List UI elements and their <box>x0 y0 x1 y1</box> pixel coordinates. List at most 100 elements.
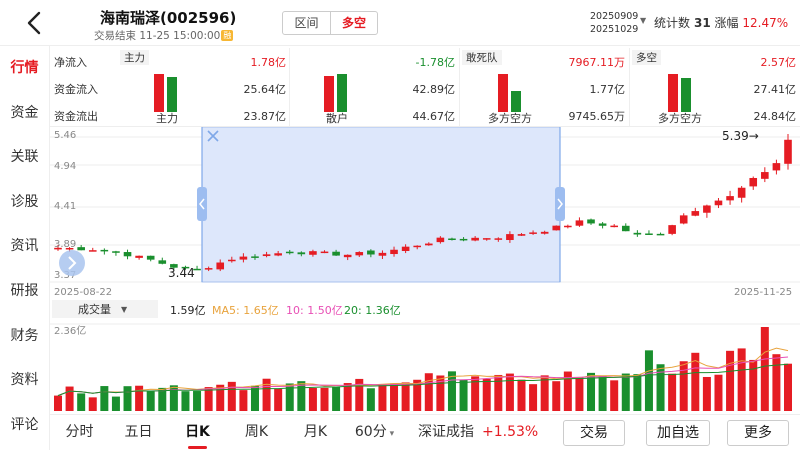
add-watchlist-button[interactable]: 加自选 <box>646 420 710 446</box>
volume-value: 1.59亿 <box>170 304 206 317</box>
volume-bar <box>644 350 653 411</box>
stat-change-label: 涨幅 <box>714 16 739 30</box>
tab-daily-k[interactable]: 日K <box>168 415 227 450</box>
ma10-label: 10: 1.50亿 <box>286 304 343 317</box>
volume-bar <box>274 388 283 411</box>
tab-five-day[interactable]: 五日 <box>124 424 153 440</box>
candle-body <box>564 225 572 228</box>
candle <box>482 238 491 241</box>
ma10-value: 1.50亿 <box>307 304 343 317</box>
kline-chart[interactable]: 5.46 4.94 4.41 3.89 3.37 3.44 5.39→ 2025… <box>50 126 800 414</box>
candle-body <box>100 249 109 252</box>
more-button[interactable]: 更多 <box>727 420 789 446</box>
nav-research[interactable]: 研报 <box>10 282 39 299</box>
candle-body <box>436 237 445 243</box>
volume-label: 成交量 <box>78 302 111 316</box>
volume-bar <box>726 350 735 411</box>
volume-bar <box>320 387 329 411</box>
dare-in-value: 1.77亿 <box>589 83 626 96</box>
nav-quote[interactable]: 行情 <box>10 60 39 76</box>
nav-diagnosis[interactable]: 诊股 <box>10 193 39 210</box>
candle <box>54 244 62 251</box>
volume-bar <box>621 373 630 411</box>
volume-bar <box>529 384 538 411</box>
selection-band[interactable] <box>201 126 561 283</box>
candle-body <box>598 223 607 226</box>
candle-body <box>320 251 329 254</box>
nav-news[interactable]: 资讯 <box>10 238 39 255</box>
candle <box>401 244 410 254</box>
volume-bar <box>88 397 97 411</box>
volume-bar <box>575 377 584 411</box>
ma10-name: 10 <box>286 304 300 317</box>
candle-body <box>309 251 317 255</box>
main-out-value: 23.87亿 <box>243 110 287 123</box>
flow-panel-longshort[interactable]: 多空 多方空方 2.57亿 27.41亿 24.84亿 <box>630 48 800 127</box>
volume-caret-icon: ▼ <box>121 305 128 314</box>
candle-body <box>552 225 561 231</box>
candle-body <box>772 163 781 171</box>
kline-chart-area[interactable]: 5.46 4.94 4.41 3.89 3.37 3.44 5.39→ 2025… <box>50 126 800 447</box>
candle <box>552 225 561 231</box>
volume-bar <box>169 385 178 411</box>
volume-bar <box>587 372 596 411</box>
candle-body <box>216 262 225 270</box>
back-arrow-icon[interactable] <box>22 10 48 36</box>
seg-interval[interactable]: 区间 <box>294 16 319 30</box>
volume-bar <box>749 359 758 411</box>
tab-intraday[interactable]: 分时 <box>65 424 94 440</box>
flow-panel-dare[interactable]: 敢死队 多方空方 7967.11万 1.77亿 9745.65万 <box>460 48 630 127</box>
candle <box>494 237 503 242</box>
nav-finance[interactable]: 财务 <box>10 327 39 344</box>
selection-left-handle[interactable] <box>197 187 207 221</box>
close-selection-icon[interactable] <box>207 130 219 142</box>
candle <box>436 236 445 244</box>
ma5-value: 1.65亿 <box>243 304 279 317</box>
dare-outflow-bar <box>511 91 521 112</box>
volume-bar <box>668 373 677 411</box>
scroll-left-button[interactable] <box>59 250 85 276</box>
volume-bar <box>517 379 526 411</box>
date-range[interactable]: 20250909 20251029 <box>590 10 638 36</box>
trade-status: 交易结束 11-25 15:00:00 融 <box>94 28 234 43</box>
price-tick-3: 4.41 <box>54 201 76 212</box>
flow-panel-retail[interactable]: 散户 -1.78亿 42.89亿 44.67亿 <box>290 48 460 127</box>
index-name: 深证成指 <box>418 424 474 440</box>
tab-monthly-k[interactable]: 月K <box>303 424 328 440</box>
tab-60min[interactable]: 60分 ▾ <box>345 415 404 450</box>
volume-bar <box>679 361 688 411</box>
longshort-caption: 多方空方 <box>658 112 702 125</box>
volume-bar <box>598 375 607 411</box>
header: 海南瑞泽(002596) 交易结束 11-25 15:00:00 融 区间 多空 … <box>0 0 800 46</box>
volume-bar <box>308 388 317 411</box>
stat-summary: 统计数 31 涨幅 12.47% <box>654 14 788 31</box>
dare-inflow-bar <box>498 74 508 112</box>
longshort-bars <box>666 64 696 112</box>
candle-body <box>123 252 132 257</box>
dare-bars <box>496 64 526 112</box>
selection-right-handle[interactable] <box>555 187 565 221</box>
trade-button[interactable]: 交易 <box>563 420 625 446</box>
volume-bar <box>366 388 375 411</box>
seg-longshort[interactable]: 多空 <box>330 12 377 34</box>
candle-body <box>668 225 676 234</box>
candle <box>656 232 665 236</box>
volume-bar <box>401 382 410 411</box>
left-nav: 行情 资金 关联 诊股 资讯 研报 财务 资料 评论 <box>0 46 50 450</box>
tab-weekly-k[interactable]: 周K <box>244 424 269 440</box>
candle <box>529 230 537 235</box>
nav-funds[interactable]: 资金 <box>10 104 39 121</box>
caret-down-icon[interactable]: ▼ <box>640 16 647 25</box>
volume-selector[interactable] <box>52 300 158 318</box>
index-ticker[interactable]: 深证成指 +1.53% <box>418 415 538 449</box>
candle-body <box>239 256 248 260</box>
nav-related[interactable]: 关联 <box>10 149 39 166</box>
candles <box>54 133 792 272</box>
candle <box>761 167 769 183</box>
nav-comments[interactable]: 评论 <box>10 416 39 433</box>
nav-profile[interactable]: 资料 <box>10 372 39 389</box>
flow-panel-main[interactable]: 净流入 资金流入 资金流出 主力 主力 1.78亿 25.64亿 23.87亿 <box>50 48 290 127</box>
candle <box>367 249 375 258</box>
date-start-label: 2025-08-22 <box>54 287 112 298</box>
candle-body <box>784 139 792 164</box>
